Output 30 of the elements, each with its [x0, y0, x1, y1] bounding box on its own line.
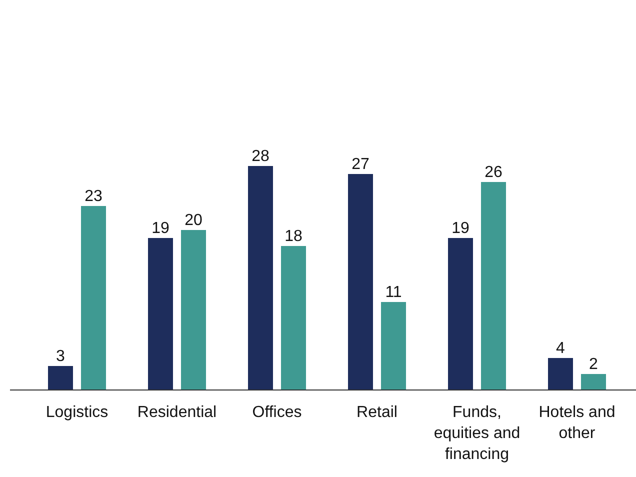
- data-label: 28: [252, 148, 270, 165]
- bar: [181, 230, 206, 390]
- data-label: 4: [556, 340, 566, 357]
- data-label: 2: [589, 356, 598, 373]
- bar: [381, 302, 406, 390]
- bar: [581, 374, 606, 390]
- x-tick-label: Retail: [356, 404, 398, 421]
- data-label: 19: [452, 220, 470, 237]
- bar: [281, 246, 306, 390]
- bar: [448, 238, 473, 390]
- data-label: 18: [284, 228, 302, 245]
- bar: [148, 238, 173, 390]
- data-label: 27: [352, 156, 370, 173]
- x-tick-label: Residential: [137, 404, 217, 421]
- x-tick-label: Logistics: [46, 404, 108, 421]
- bar: [348, 174, 373, 390]
- data-label: 26: [484, 164, 502, 181]
- data-label: 20: [184, 212, 202, 229]
- bar: [81, 206, 106, 390]
- bar: [548, 358, 573, 390]
- data-label: 19: [152, 220, 170, 237]
- data-label: 23: [84, 188, 102, 205]
- bar: [248, 166, 273, 390]
- x-tick-label: Funds, equities and financing: [434, 404, 520, 463]
- bar: [481, 182, 506, 390]
- x-tick-label: Hotels and other: [538, 404, 616, 442]
- x-tick-label: Offices: [252, 404, 302, 421]
- bar: [48, 366, 73, 390]
- data-label: 11: [385, 284, 402, 301]
- data-label: 3: [56, 348, 66, 365]
